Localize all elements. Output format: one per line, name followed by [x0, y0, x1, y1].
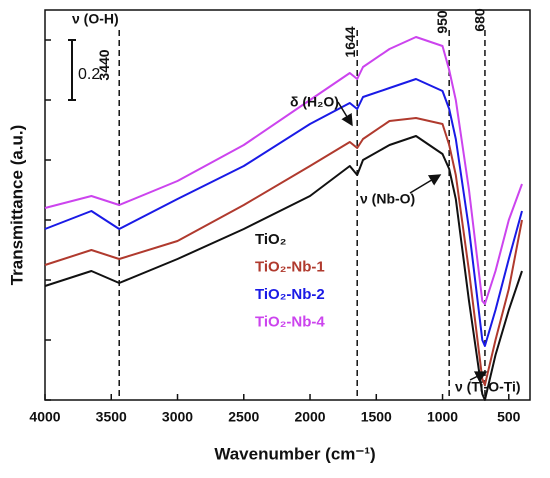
legend-label: TiO₂	[255, 231, 286, 248]
x-tick-label: 500	[497, 409, 521, 425]
annotation: ν (Ti-O-Ti)	[455, 379, 521, 395]
x-tick-label: 2000	[294, 409, 325, 425]
x-tick-label: 3500	[96, 409, 127, 425]
annotation-arrow	[337, 101, 353, 127]
annotation: δ (H₂O)	[290, 94, 339, 110]
series-line	[44, 117, 523, 386]
series-line	[44, 78, 523, 347]
x-axis-label: Wavenumber (cm⁻¹)	[214, 444, 375, 463]
annotation-arrow	[469, 371, 488, 383]
x-tick-label: 1500	[361, 409, 392, 425]
x-tick-label: 3000	[162, 409, 193, 425]
x-tick-label: 2500	[228, 409, 259, 425]
x-tick-label: 1000	[427, 409, 458, 425]
reference-label: 680	[472, 8, 488, 32]
y-axis-label: Transmittance (a.u.)	[7, 125, 26, 286]
series-line	[44, 135, 523, 401]
plot-frame	[44, 9, 531, 401]
legend-label: TiO₂-Nb-4	[255, 313, 325, 330]
x-tick-label: 4000	[29, 409, 60, 425]
series-line	[44, 36, 523, 305]
legend-label: TiO₂-Nb-1	[255, 258, 325, 275]
reference-label: 1644	[342, 26, 358, 57]
scale-bar-label: 0.2	[78, 66, 100, 83]
legend-label: TiO₂-Nb-2	[255, 286, 325, 303]
annotation-arrow	[409, 174, 442, 194]
annotation: ν (O-H)	[72, 11, 119, 27]
reference-label: 3440	[96, 49, 112, 80]
annotation: ν (Nb-O)	[360, 191, 415, 207]
reference-label: 950	[434, 10, 450, 34]
